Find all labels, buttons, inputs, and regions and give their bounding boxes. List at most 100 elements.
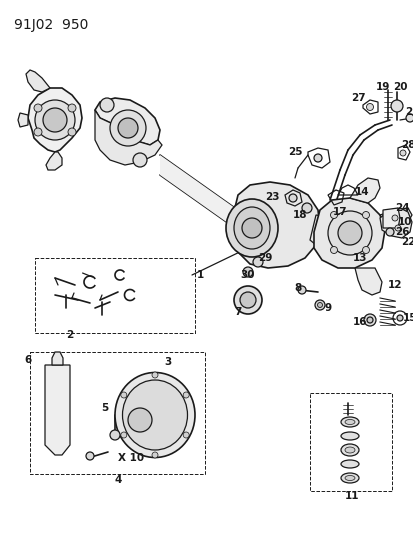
Ellipse shape <box>233 207 269 249</box>
Text: 30: 30 <box>240 270 255 280</box>
Polygon shape <box>309 215 349 245</box>
Polygon shape <box>26 70 50 92</box>
Polygon shape <box>18 113 28 127</box>
Circle shape <box>391 215 397 221</box>
Ellipse shape <box>340 460 358 468</box>
Circle shape <box>35 100 75 140</box>
Circle shape <box>233 286 261 314</box>
Ellipse shape <box>340 473 358 483</box>
Circle shape <box>100 98 114 112</box>
Polygon shape <box>95 98 159 145</box>
Polygon shape <box>313 198 384 268</box>
Polygon shape <box>159 155 242 233</box>
Polygon shape <box>382 208 399 228</box>
Circle shape <box>110 110 146 146</box>
Text: 19: 19 <box>375 82 389 92</box>
Text: 8: 8 <box>294 283 301 293</box>
Polygon shape <box>231 182 319 268</box>
Circle shape <box>394 225 400 231</box>
Circle shape <box>314 300 324 310</box>
Text: 28: 28 <box>400 140 413 150</box>
Ellipse shape <box>344 419 354 424</box>
Circle shape <box>152 372 158 378</box>
Circle shape <box>242 267 252 277</box>
Text: 6: 6 <box>24 355 31 365</box>
Bar <box>30 352 204 474</box>
Circle shape <box>301 203 311 213</box>
Text: 9: 9 <box>324 303 331 313</box>
Circle shape <box>118 118 138 138</box>
Text: 23: 23 <box>264 192 279 202</box>
Circle shape <box>390 100 402 112</box>
Text: 5: 5 <box>101 403 108 413</box>
Polygon shape <box>349 178 379 203</box>
Circle shape <box>363 314 375 326</box>
Ellipse shape <box>344 447 354 453</box>
Polygon shape <box>379 208 411 238</box>
Circle shape <box>405 114 413 122</box>
Polygon shape <box>52 352 63 365</box>
Polygon shape <box>379 208 411 222</box>
Text: 17: 17 <box>332 207 347 217</box>
Ellipse shape <box>225 199 277 257</box>
Text: 15: 15 <box>402 313 413 323</box>
Text: 1: 1 <box>196 270 203 280</box>
Text: 18: 18 <box>292 210 306 220</box>
Circle shape <box>399 150 405 156</box>
Circle shape <box>121 432 126 438</box>
Ellipse shape <box>340 432 358 440</box>
Text: 26: 26 <box>394 227 408 237</box>
Circle shape <box>317 303 322 308</box>
Text: 11: 11 <box>344 491 358 501</box>
Circle shape <box>110 430 120 440</box>
Circle shape <box>68 104 76 112</box>
Polygon shape <box>45 365 70 455</box>
Text: 3: 3 <box>164 357 171 367</box>
Polygon shape <box>28 88 82 152</box>
Text: 22: 22 <box>400 237 413 247</box>
Text: 4: 4 <box>114 475 121 485</box>
Circle shape <box>68 128 76 136</box>
Circle shape <box>366 103 373 110</box>
Text: 16: 16 <box>352 317 366 327</box>
Bar <box>35 258 195 333</box>
Circle shape <box>252 257 262 267</box>
Circle shape <box>385 228 393 236</box>
Circle shape <box>133 153 147 167</box>
Text: 20: 20 <box>392 82 406 92</box>
Circle shape <box>183 392 189 398</box>
Circle shape <box>128 408 152 432</box>
Text: 91J02  950: 91J02 950 <box>14 18 88 32</box>
Circle shape <box>362 246 369 254</box>
Circle shape <box>330 246 337 254</box>
Ellipse shape <box>340 417 358 427</box>
Circle shape <box>34 104 42 112</box>
Circle shape <box>366 317 372 323</box>
Circle shape <box>183 432 189 438</box>
Text: 13: 13 <box>352 253 366 263</box>
Circle shape <box>121 392 126 398</box>
Text: 24: 24 <box>394 203 408 213</box>
Circle shape <box>362 212 369 219</box>
Polygon shape <box>95 110 161 165</box>
Text: 14: 14 <box>354 187 368 197</box>
Text: 2: 2 <box>66 330 74 340</box>
Text: 10: 10 <box>397 217 411 227</box>
Circle shape <box>34 128 42 136</box>
Circle shape <box>327 211 371 255</box>
Text: 7: 7 <box>234 307 241 317</box>
Text: 25: 25 <box>287 147 301 157</box>
Circle shape <box>86 452 94 460</box>
Text: 29: 29 <box>257 253 271 263</box>
Text: 12: 12 <box>387 280 401 290</box>
Circle shape <box>43 108 67 132</box>
Polygon shape <box>46 152 62 170</box>
Circle shape <box>313 154 321 162</box>
Ellipse shape <box>344 475 354 481</box>
Ellipse shape <box>340 444 358 456</box>
Circle shape <box>297 286 305 294</box>
Circle shape <box>337 221 361 245</box>
Circle shape <box>242 218 261 238</box>
Text: 21: 21 <box>404 107 413 117</box>
Ellipse shape <box>115 373 195 457</box>
